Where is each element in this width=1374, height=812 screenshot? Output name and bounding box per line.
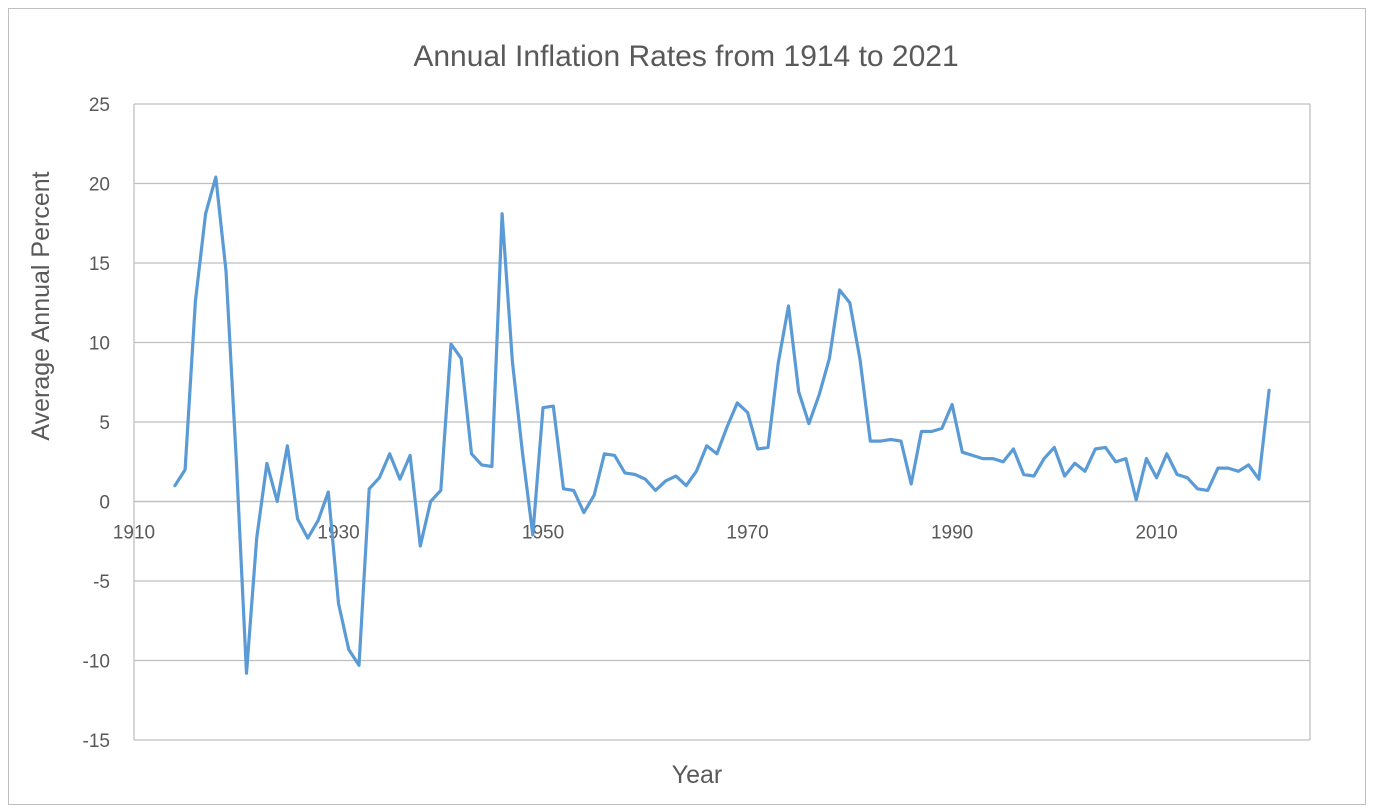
x-tick-label: 1990 — [931, 523, 973, 544]
y-tick-label: 0 — [99, 493, 110, 514]
inflation-series-line — [173, 175, 1271, 675]
x-axis-ticks: 1910 1930 1950 1970 1990 2010 — [113, 523, 1178, 544]
y-tick-label: 20 — [89, 175, 110, 196]
x-tick-label: 1950 — [522, 523, 564, 544]
x-axis-title: Year — [672, 761, 723, 789]
x-tick-label: 1930 — [317, 523, 359, 544]
y-axis-ticks: 25 20 15 10 5 0 -5 -10 -15 — [83, 95, 110, 752]
x-tick-label: 1970 — [726, 523, 768, 544]
y-tick-label: -5 — [93, 572, 110, 593]
y-tick-label: 10 — [89, 334, 110, 355]
y-tick-label: 5 — [99, 413, 110, 434]
y-tick-label: 15 — [89, 254, 110, 275]
x-tick-label: 1910 — [113, 523, 155, 544]
y-tick-label: -15 — [83, 731, 110, 752]
x-tick-label: 2010 — [1135, 523, 1177, 544]
gridlines — [133, 103, 1311, 741]
y-axis-title: Average Annual Percent — [27, 171, 55, 440]
y-tick-label: -10 — [83, 652, 110, 673]
chart-title: Annual Inflation Rates from 1914 to 2021 — [413, 40, 958, 73]
y-tick-label: 25 — [89, 95, 110, 116]
